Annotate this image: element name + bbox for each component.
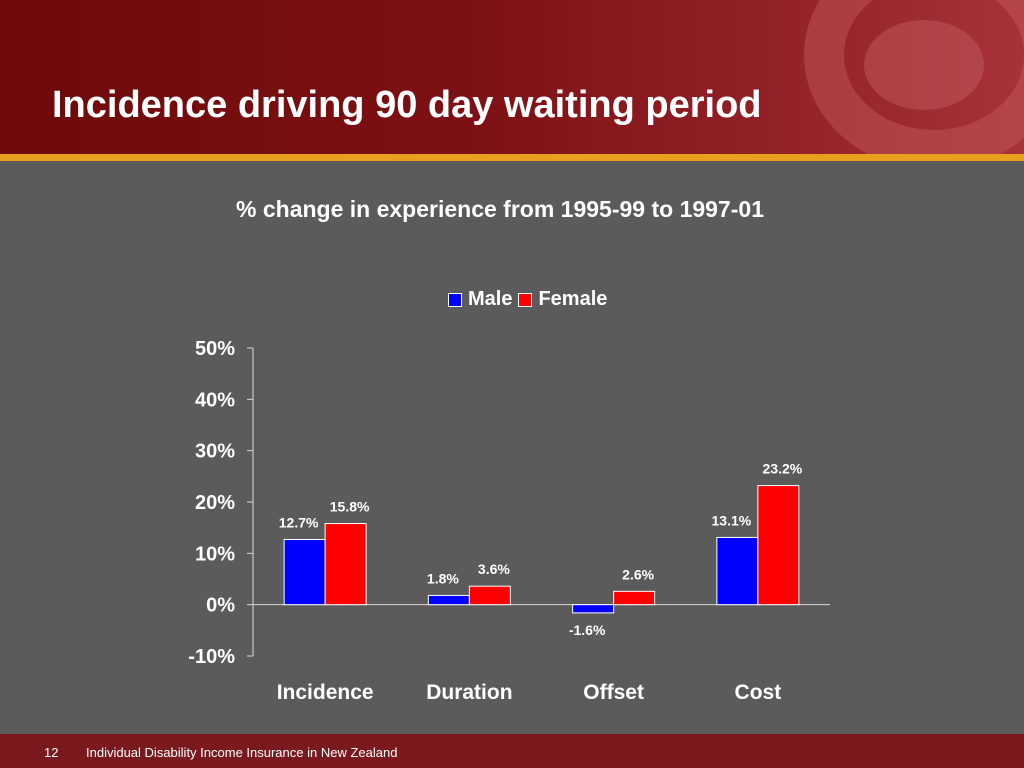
header-swoosh-decoration bbox=[804, 0, 1024, 154]
slide-footer: 12 Individual Disability Income Insuranc… bbox=[0, 734, 1024, 768]
x-category-label-offset: Offset bbox=[583, 681, 644, 704]
legend-label-male: Male bbox=[468, 288, 513, 310]
header-swoosh-decoration-inner bbox=[864, 20, 984, 110]
data-label-male-incidence: 12.7% bbox=[279, 514, 319, 530]
data-label-female-duration: 3.6% bbox=[478, 561, 510, 577]
y-tick-label: -10% bbox=[188, 646, 235, 668]
y-tick-label: 0% bbox=[206, 595, 235, 617]
x-category-label-cost: Cost bbox=[735, 681, 782, 704]
chart-title: % change in experience from 1995-99 to 1… bbox=[236, 196, 764, 222]
bar-male-duration bbox=[427, 594, 470, 606]
chart-legend: Male Female bbox=[448, 288, 613, 311]
y-tick-label: 50% bbox=[195, 338, 235, 360]
header-accent-line bbox=[0, 154, 1024, 161]
data-label-male-duration: 1.8% bbox=[427, 570, 459, 586]
data-label-female-incidence: 15.8% bbox=[330, 499, 370, 515]
legend-label-female: Female bbox=[538, 288, 608, 310]
y-tick-label: 30% bbox=[195, 441, 235, 463]
bar-female-duration bbox=[468, 585, 511, 606]
legend-swatch-male bbox=[448, 292, 462, 307]
data-label-female-cost: 23.2% bbox=[763, 461, 803, 477]
bar-chart: -10% 0% 10% 20% 30% 40% 50% 12.7% 15.8% Incidence… bbox=[188, 338, 830, 704]
data-label-male-cost: 13.1% bbox=[712, 512, 752, 528]
y-tick-label: 10% bbox=[195, 543, 235, 565]
page-number: 12 bbox=[44, 745, 59, 760]
bar-female-offset bbox=[613, 590, 656, 606]
legend-swatch-female bbox=[518, 292, 533, 307]
legend-item-female: Female bbox=[518, 288, 607, 311]
bar-female-cost bbox=[757, 485, 800, 606]
legend-item-male: Male bbox=[448, 288, 512, 311]
bar-female-incidence bbox=[324, 523, 367, 606]
bar-male-offset bbox=[572, 604, 615, 614]
data-label-female-offset: 2.6% bbox=[622, 566, 654, 582]
footer-text: Individual Disability Income Insurance i… bbox=[86, 745, 398, 760]
y-tick-label: 40% bbox=[195, 389, 235, 411]
bar-male-cost bbox=[716, 536, 759, 606]
x-category-label-duration: Duration bbox=[426, 681, 512, 704]
y-tick-label: 20% bbox=[195, 492, 235, 514]
slide-title: Incidence driving 90 day waiting period bbox=[52, 84, 762, 126]
x-category-label-incidence: Incidence bbox=[277, 681, 374, 704]
data-label-male-offset: -1.6% bbox=[569, 622, 606, 638]
slide-header: Incidence driving 90 day waiting period bbox=[0, 0, 1024, 154]
bar-male-incidence bbox=[283, 538, 326, 606]
